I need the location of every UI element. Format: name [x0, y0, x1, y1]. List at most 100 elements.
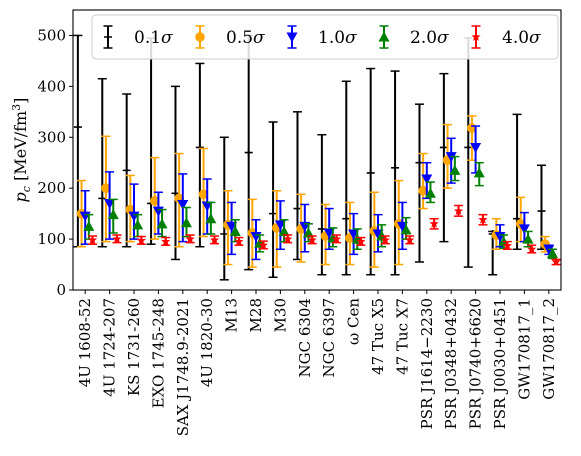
- data-point: [429, 219, 439, 228]
- legend-entry: 4.0σ: [471, 25, 541, 49]
- legend-marker: [471, 32, 481, 41]
- data-point: [198, 189, 209, 200]
- x-tick-label: PSR J1614−2230: [418, 298, 436, 429]
- x-tick-label: GW170817_1: [515, 298, 533, 400]
- data-point: [177, 199, 189, 210]
- data-point: [73, 123, 82, 132]
- legend-marker: [378, 31, 390, 42]
- data-point: [522, 233, 534, 244]
- data-point: [380, 235, 390, 244]
- data-layer: [73, 34, 561, 281]
- y-tick-label: 300: [37, 128, 66, 146]
- data-point: [185, 234, 195, 243]
- y-tick-label: 500: [37, 26, 66, 44]
- data-point: [502, 240, 512, 250]
- plot-frame: [72, 9, 562, 291]
- x-tick-label: M30: [271, 298, 289, 332]
- data-point: [551, 257, 561, 266]
- x-tick-label: GW170817_2: [540, 298, 558, 400]
- legend-marker: [104, 33, 112, 41]
- x-tick-label: M13: [223, 298, 241, 332]
- data-point: [122, 166, 131, 175]
- data-point: [101, 183, 111, 193]
- x-tick-label: EXO 1745-248: [149, 298, 167, 408]
- data-point: [470, 142, 482, 153]
- series-5: [87, 204, 561, 266]
- data-point: [421, 174, 433, 185]
- data-point: [107, 209, 119, 220]
- series-4: [83, 155, 558, 260]
- data-point: [283, 234, 293, 243]
- legend-entry: 2.0σ: [378, 25, 449, 49]
- data-point: [537, 207, 546, 216]
- legend-entry: 0.5σ: [195, 25, 265, 49]
- legend-label: 1.0σ: [318, 28, 357, 48]
- x-tick-label: 4U 1724-207: [101, 298, 119, 397]
- data-point: [244, 148, 253, 157]
- x-tick-label: PSR J0348+0432: [442, 298, 460, 429]
- data-point: [195, 143, 204, 152]
- data-point: [307, 235, 317, 244]
- data-point: [546, 247, 558, 258]
- data-point: [229, 225, 241, 236]
- x-tick-label: PSR J0740+6620: [467, 298, 485, 429]
- data-point: [209, 235, 220, 244]
- x-tick-label: 4U 1820-30: [198, 298, 216, 387]
- x-tick-label: ω Cen: [345, 298, 363, 345]
- data-point: [258, 240, 268, 250]
- legend-label: 0.5σ: [226, 28, 265, 48]
- x-tick-label: NGC 6304: [296, 298, 314, 378]
- data-point: [405, 235, 415, 244]
- legend-box: [91, 14, 559, 60]
- x-tick-label: M28: [247, 298, 265, 332]
- x-tick-label: 4U 1608-52: [76, 298, 94, 387]
- x-tick-label: PSR J0030+0451: [491, 298, 509, 429]
- legend-marker: [195, 32, 205, 42]
- legend-label: 2.0σ: [410, 28, 449, 48]
- data-point: [112, 234, 122, 243]
- data-point: [478, 214, 488, 224]
- data-point: [302, 227, 314, 238]
- data-point: [149, 196, 160, 206]
- data-point: [453, 206, 464, 215]
- data-point: [400, 224, 412, 235]
- x-tick-label: SAX J1748.9-2021: [174, 298, 192, 436]
- legend-entry: 0.1σ: [103, 25, 173, 49]
- data-point: [356, 236, 366, 246]
- data-point: [161, 236, 171, 246]
- data-point: [449, 164, 461, 175]
- data-point: [418, 185, 428, 196]
- data-point: [331, 234, 342, 243]
- data-point: [87, 235, 98, 244]
- data-point: [527, 244, 537, 254]
- axis-layer: 0 100 200 300 400 500 4U 1608-52 4U 1724-207 KS …: [10, 26, 558, 436]
- data-point: [132, 219, 144, 230]
- legend: 0.1σ 0.5σ 1.0σ 2.0σ 4.0σ: [91, 14, 559, 60]
- data-point: [205, 213, 217, 224]
- series-3: [79, 125, 555, 261]
- data-point: [180, 217, 192, 228]
- legend-label: 0.1σ: [134, 28, 173, 48]
- data-point: [518, 224, 530, 235]
- x-tick-label: 47 Tuc X5: [369, 298, 387, 375]
- y-tick-label: 200: [37, 179, 66, 197]
- y-tick-label: 100: [37, 230, 66, 248]
- data-point: [366, 168, 375, 177]
- data-point: [278, 225, 290, 236]
- data-point: [391, 163, 400, 172]
- data-point: [136, 235, 146, 245]
- data-point: [473, 167, 485, 178]
- x-tick-label: KS 1731-260: [125, 298, 143, 396]
- x-tick-label: NGC 6397: [320, 298, 338, 378]
- legend-label: 4.0σ: [502, 28, 541, 48]
- y-axis-label: pc [MeV/fm3]: [10, 98, 33, 203]
- data-point: [156, 218, 168, 229]
- data-point: [234, 236, 244, 246]
- y-tick-label: 0: [56, 281, 66, 299]
- legend-entry: 1.0σ: [286, 25, 357, 49]
- legend-marker: [286, 32, 298, 43]
- data-point: [424, 187, 436, 198]
- data-point: [83, 220, 95, 231]
- x-tick-label: 47 Tuc X7: [393, 298, 411, 375]
